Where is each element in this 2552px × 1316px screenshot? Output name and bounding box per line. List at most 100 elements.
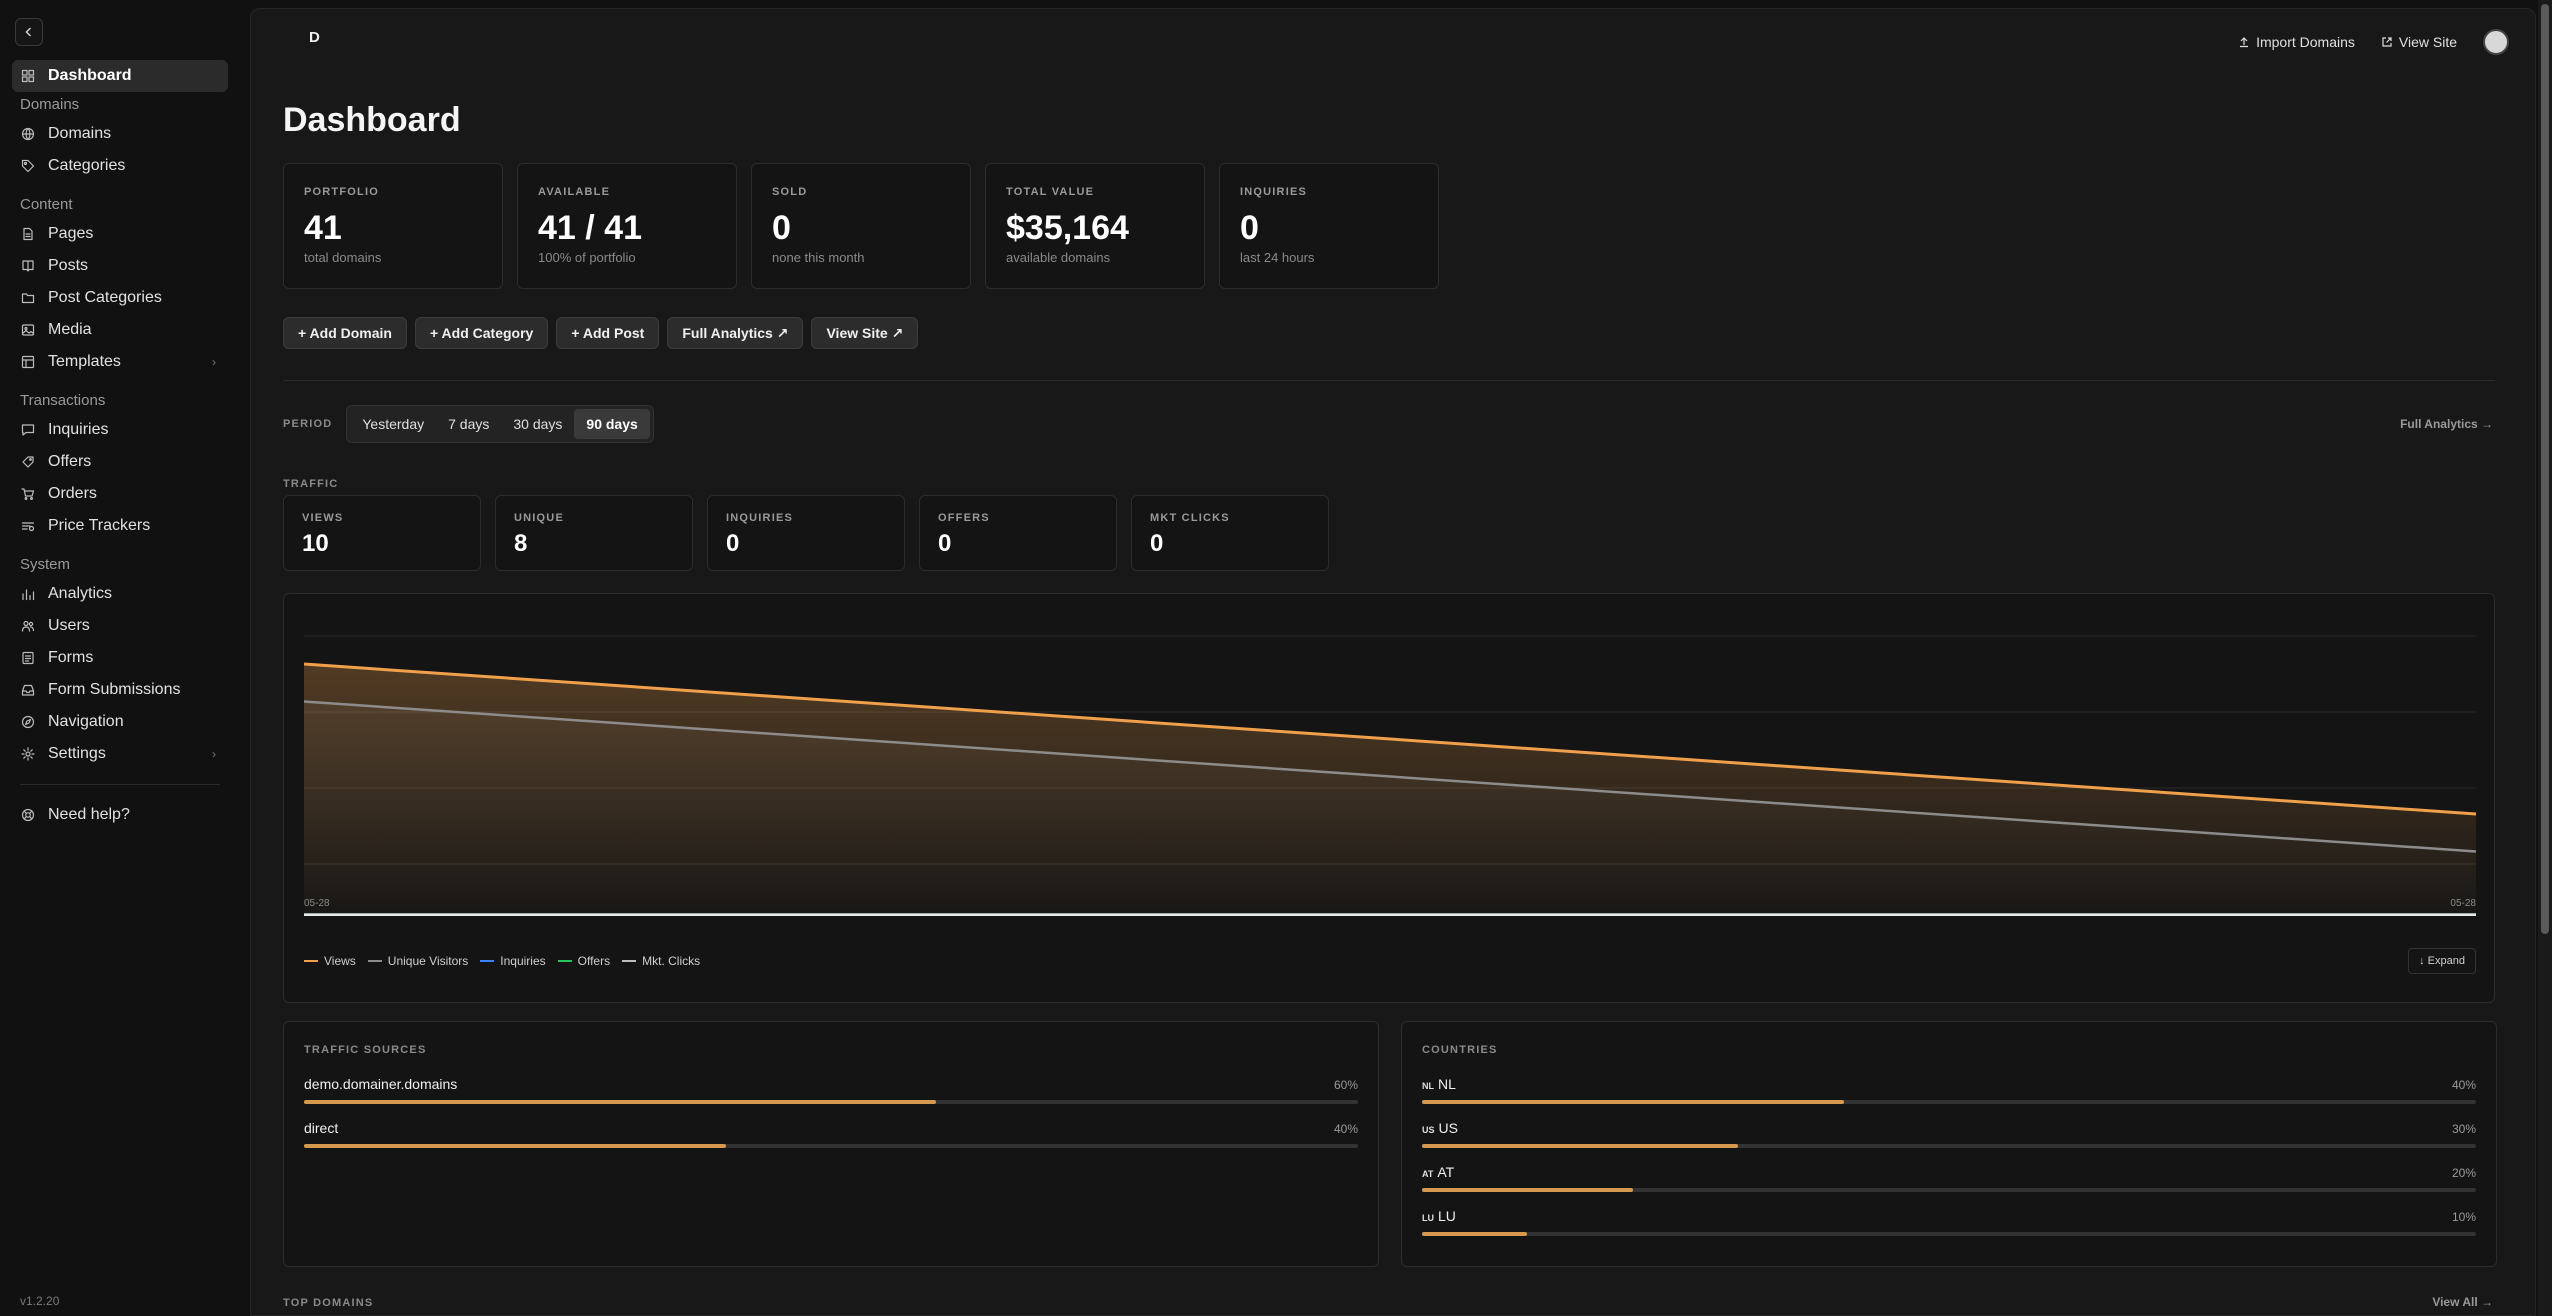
full-analytics-link[interactable]: Full Analytics →: [2400, 417, 2493, 431]
form-icon: [20, 650, 36, 666]
legend-item-offers[interactable]: Offers: [557, 954, 611, 968]
legend-item-inquiries[interactable]: Inquiries: [480, 954, 546, 968]
gear-icon: [20, 746, 36, 762]
sidebar-item-price-trackers[interactable]: Price Trackers: [12, 510, 228, 542]
series-line-views: [303, 662, 2477, 816]
period-selector: PERIOD Yesterday 7 days 30 days 90 days: [283, 405, 654, 443]
tracker-icon: [20, 518, 36, 534]
traffic-source-row: direct 40%: [304, 1120, 1358, 1148]
legend-item-views[interactable]: Views: [304, 954, 356, 968]
sidebar-section-content: Content: [20, 195, 73, 213]
sidebar-item-pages[interactable]: Pages: [12, 218, 228, 250]
traffic-label: MKT CLICKS: [1150, 512, 1230, 524]
sidebar-item-dashboard[interactable]: Dashboard: [12, 60, 228, 92]
traffic-value: 8: [514, 530, 528, 557]
progress-fill: [304, 1144, 726, 1148]
row-name-wrap: demo.domainer.domains: [304, 1076, 457, 1092]
sidebar-item-label: Categories: [48, 157, 126, 174]
traffic-source-row: demo.domainer.domains 60%: [304, 1076, 1358, 1104]
traffic-label: UNIQUE: [514, 512, 564, 524]
sidebar-item-posts[interactable]: Posts: [12, 250, 228, 282]
country-code: NL: [1422, 1081, 1434, 1091]
progress-fill: [1422, 1232, 1528, 1236]
chevron-left-icon: [25, 27, 32, 37]
sidebar-item-navigation[interactable]: Navigation: [12, 706, 228, 738]
stat-subtext: none this month: [772, 250, 865, 265]
legend-label: Unique Visitors: [387, 954, 469, 968]
progress-track: [304, 1100, 1358, 1104]
sidebar-item-inquiries[interactable]: Inquiries: [12, 414, 228, 446]
stat-card-total-value: TOTAL VALUE $35,164 available domains: [985, 163, 1205, 289]
sidebar-item-settings[interactable]: Settings ›: [12, 738, 228, 770]
expand-chart-button[interactable]: ↓ Expand: [2408, 948, 2476, 974]
sidebar-item-categories[interactable]: Categories: [12, 150, 228, 182]
progress-fill: [1422, 1100, 1844, 1104]
sidebar-item-analytics[interactable]: Analytics: [12, 578, 228, 610]
legend-item-unique-visitors[interactable]: Unique Visitors: [367, 954, 469, 968]
progress-fill: [1422, 1144, 1739, 1148]
sidebar-item-label: Navigation: [48, 713, 124, 730]
page-scrollbar[interactable]: [2538, 0, 2552, 1316]
legend-item-mkt-clicks[interactable]: Mkt. Clicks: [622, 954, 700, 968]
sidebar-item-media[interactable]: Media: [12, 314, 228, 346]
sidebar-item-label: Settings: [48, 745, 106, 762]
period-option-30-days[interactable]: 30 days: [513, 416, 563, 432]
avatar[interactable]: [2483, 29, 2509, 55]
stat-value: 41 / 41: [538, 209, 642, 247]
sidebar-item-orders[interactable]: Orders: [12, 478, 228, 510]
folder-icon: [20, 290, 36, 306]
scrollbar-thumb[interactable]: [2541, 4, 2549, 934]
row-percent: 30%: [2451, 1122, 2476, 1136]
view-all-link[interactable]: View All →: [2432, 1295, 2493, 1309]
add-category-button[interactable]: + Add Category: [415, 317, 549, 349]
sidebar-item-need-help[interactable]: Need help?: [12, 799, 228, 831]
sidebar-item-forms[interactable]: Forms: [12, 642, 228, 674]
collapse-sidebar-button[interactable]: [15, 18, 43, 46]
stat-subtext: 100% of portfolio: [538, 250, 636, 265]
traffic-label: OFFERS: [938, 512, 990, 524]
period-option-yesterday[interactable]: Yesterday: [362, 416, 425, 432]
x-tick-label: 05-28: [304, 898, 330, 909]
view-site-link[interactable]: View Site: [2381, 34, 2457, 50]
legend-label: Mkt. Clicks: [642, 954, 701, 968]
topbar: D Import Domains View Site: [251, 9, 2535, 77]
sidebar-item-form-submissions[interactable]: Form Submissions: [12, 674, 228, 706]
traffic-chart: 05-28 05-28: [303, 635, 2477, 916]
top-domains-label: TOP DOMAINS: [283, 1297, 374, 1309]
add-domain-button[interactable]: + Add Domain: [283, 317, 407, 349]
stat-label: PORTFOLIO: [304, 186, 379, 198]
x-tick-label: 05-28: [2450, 898, 2476, 909]
period-option-7-days[interactable]: 7 days: [448, 416, 490, 432]
divider: [283, 380, 2495, 381]
image-icon: [20, 322, 36, 338]
logo[interactable]: D: [309, 29, 320, 46]
sidebar-item-offers[interactable]: Offers: [12, 446, 228, 478]
stat-label: AVAILABLE: [538, 186, 611, 198]
legend-label: Offers: [577, 954, 611, 968]
sidebar-section-domains: Domains: [20, 95, 80, 113]
full-analytics-button[interactable]: Full Analytics ↗: [667, 317, 804, 349]
row-percent: 60%: [1333, 1078, 1358, 1092]
breakdown-panels: TRAFFIC SOURCES demo.domainer.domains 60%…: [283, 1021, 2497, 1267]
sidebar-item-domains[interactable]: Domains: [12, 118, 228, 150]
view-site-button[interactable]: View Site ↗: [811, 317, 919, 349]
country-row: NL NL 40%: [1422, 1076, 2476, 1104]
row-name: direct: [304, 1120, 339, 1136]
period-option-90-days[interactable]: 90 days: [574, 409, 650, 439]
import-domains-link[interactable]: Import Domains: [2238, 34, 2355, 50]
sidebar-item-post-categories[interactable]: Post Categories: [12, 282, 228, 314]
row-name: LU: [1438, 1208, 1456, 1224]
progress-track: [1422, 1232, 2476, 1236]
country-row: AT AT 20%: [1422, 1164, 2476, 1192]
stat-card-portfolio: PORTFOLIO 41 total domains: [283, 163, 503, 289]
countries-panel: COUNTRIES NL NL 40% US US 30% AT AT 20% LU LU 10%: [1401, 1021, 2497, 1267]
traffic-value: 0: [1150, 530, 1164, 557]
add-post-button[interactable]: + Add Post: [556, 317, 660, 349]
sidebar-item-templates[interactable]: Templates ›: [12, 346, 228, 378]
countries-title: COUNTRIES: [1422, 1044, 1498, 1056]
traffic-label: VIEWS: [302, 512, 344, 524]
traffic-cards: VIEWS 10 UNIQUE 8 INQUIRIES 0 OFFERS 0 MKT CLICK…: [283, 495, 1329, 571]
sidebar-item-label: Forms: [48, 649, 94, 666]
import-domains-label: Import Domains: [2256, 34, 2355, 50]
sidebar-item-users[interactable]: Users: [12, 610, 228, 642]
